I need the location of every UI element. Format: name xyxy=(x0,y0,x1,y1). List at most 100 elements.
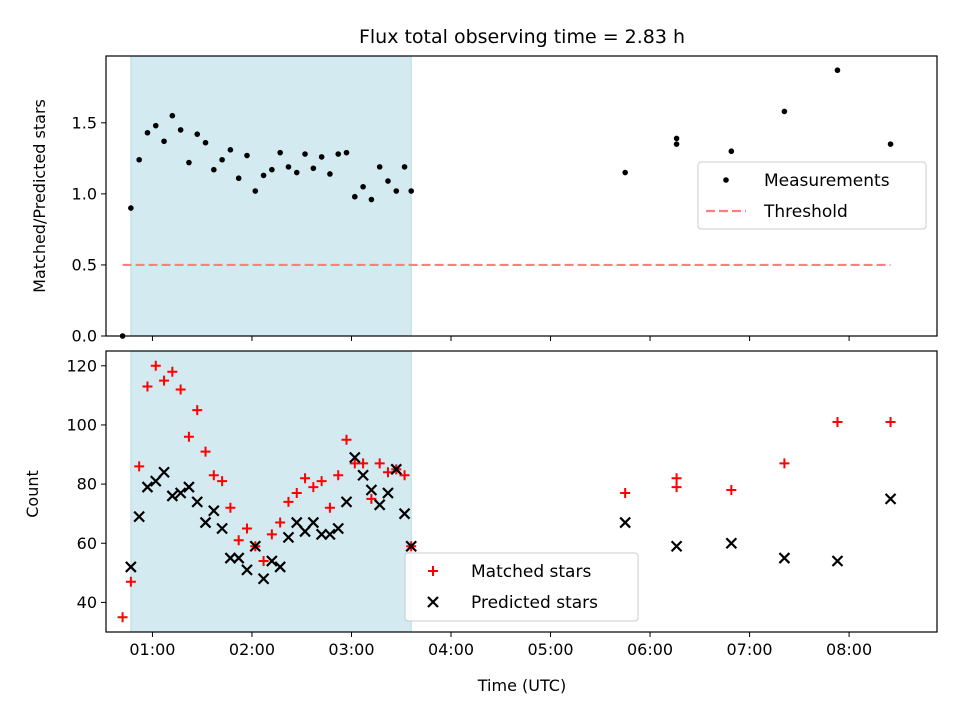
measurement-point xyxy=(360,183,366,190)
matched-stars-point xyxy=(159,375,170,386)
predicted-stars-point xyxy=(382,487,394,499)
matched-stars-point xyxy=(620,487,631,498)
measurement-point xyxy=(194,131,201,137)
predicted-stars-point xyxy=(224,552,237,564)
predicted-stars-point xyxy=(324,528,336,541)
matched-stars-point xyxy=(291,487,302,498)
y-tick-label: 0.5 xyxy=(72,255,97,274)
measurement-point xyxy=(673,135,680,142)
measurement-point xyxy=(202,139,209,146)
predicted-stars-point xyxy=(241,564,253,576)
predicted-stars-point xyxy=(619,516,631,529)
measurement-point xyxy=(327,171,333,177)
matched-stars-point xyxy=(208,470,219,481)
predicted-stars-point xyxy=(884,493,897,505)
x-tick-label: 08:00 xyxy=(826,640,872,659)
matched-stars-point xyxy=(671,482,682,493)
observing-span xyxy=(130,55,412,337)
matched-stars-point xyxy=(225,502,236,513)
predicted-stars-point xyxy=(725,537,738,550)
measurement-point xyxy=(128,205,134,211)
predicted-stars-point xyxy=(216,522,228,535)
predicted-stars-point xyxy=(266,555,278,567)
measurement-point xyxy=(144,129,151,136)
measurement-point xyxy=(401,164,408,170)
predicted-stars-point xyxy=(257,572,270,585)
matched-stars-point xyxy=(150,360,161,371)
predicted-stars-point xyxy=(282,531,295,544)
bottom-axes-frame xyxy=(105,350,938,633)
legend-box xyxy=(404,552,639,622)
measurement-point xyxy=(211,166,217,173)
matched-stars-point xyxy=(183,431,194,442)
x-tick-label: 07:00 xyxy=(727,640,773,659)
predicted-stars-point xyxy=(290,516,303,529)
bottom-panel: 40 60 80 100 120 01:00 02:00 03:00 04:00 05:00 06… xyxy=(23,350,938,695)
measurement-point xyxy=(310,165,317,172)
measurement-point xyxy=(352,193,358,200)
legend-label: Matched stars xyxy=(471,562,591,582)
measurement-point xyxy=(728,148,735,155)
matched-stars-point xyxy=(374,458,385,469)
predicted-stars-point xyxy=(373,499,386,511)
measurement-point xyxy=(335,151,342,157)
y-tick-label: 60 xyxy=(77,534,97,553)
legend-label: Predicted stars xyxy=(471,593,598,613)
x-tick-label: 05:00 xyxy=(527,640,573,659)
measurement-point xyxy=(219,156,225,163)
measurement-point xyxy=(376,164,383,170)
measurement-point xyxy=(186,159,192,166)
matched-stars-point xyxy=(324,502,335,513)
predicted-stars-point xyxy=(778,552,791,564)
measurement-point xyxy=(622,169,628,176)
measurement-point xyxy=(293,169,300,176)
predicted-stars-point xyxy=(166,490,179,502)
matched-stars-point xyxy=(134,461,145,472)
measurement-point xyxy=(834,67,841,74)
predicted-stars-point xyxy=(390,463,403,476)
predicted-stars-point xyxy=(398,507,411,520)
measurement-point xyxy=(177,127,184,133)
matched-stars-point xyxy=(399,470,410,481)
x-axis-label: Time (UTC) xyxy=(477,676,566,695)
measurement-point xyxy=(343,149,350,156)
matched-stars-point xyxy=(671,473,682,484)
legend-plus-marker xyxy=(428,566,438,576)
measurement-point xyxy=(887,141,894,147)
measurement-point xyxy=(408,188,414,194)
predicted-stars-point xyxy=(183,481,195,493)
measurement-point xyxy=(136,156,142,163)
matched-stars-point xyxy=(333,470,344,481)
matched-stars-point xyxy=(200,446,211,457)
matched-stars-point xyxy=(316,476,327,487)
measurement-point xyxy=(673,141,680,147)
y-tick-label: 40 xyxy=(77,593,97,612)
legend-box xyxy=(697,161,927,230)
matched-stars-point xyxy=(217,476,228,487)
predicted-stars-point xyxy=(141,481,154,493)
predicted-stars-point xyxy=(158,466,170,479)
legend-label: Threshold xyxy=(763,202,848,222)
y-tick-label: 100 xyxy=(66,415,97,434)
measurement-point xyxy=(302,151,308,157)
predicted-stars-point xyxy=(357,469,369,482)
matched-stars-point xyxy=(832,416,843,427)
predicted-stars-point xyxy=(208,504,220,517)
predicted-stars-point xyxy=(274,561,286,573)
y-tick-label: 80 xyxy=(77,475,97,494)
x-tick-label: 06:00 xyxy=(627,640,673,659)
matched-stars-point xyxy=(125,576,136,587)
y-tick-label: 1.5 xyxy=(72,113,97,132)
y-tick-label: 0.0 xyxy=(72,327,97,346)
x-tick-label: 03:00 xyxy=(328,640,374,659)
measurement-point xyxy=(260,172,267,179)
matched-stars-point xyxy=(167,366,178,377)
matched-stars-point xyxy=(885,416,896,427)
measurement-point xyxy=(269,166,275,173)
measurement-point xyxy=(244,152,250,159)
matched-stars-point xyxy=(241,523,252,534)
measurement-point xyxy=(393,188,400,194)
measurement-point xyxy=(277,149,283,156)
predicted-stars-point xyxy=(340,496,353,508)
